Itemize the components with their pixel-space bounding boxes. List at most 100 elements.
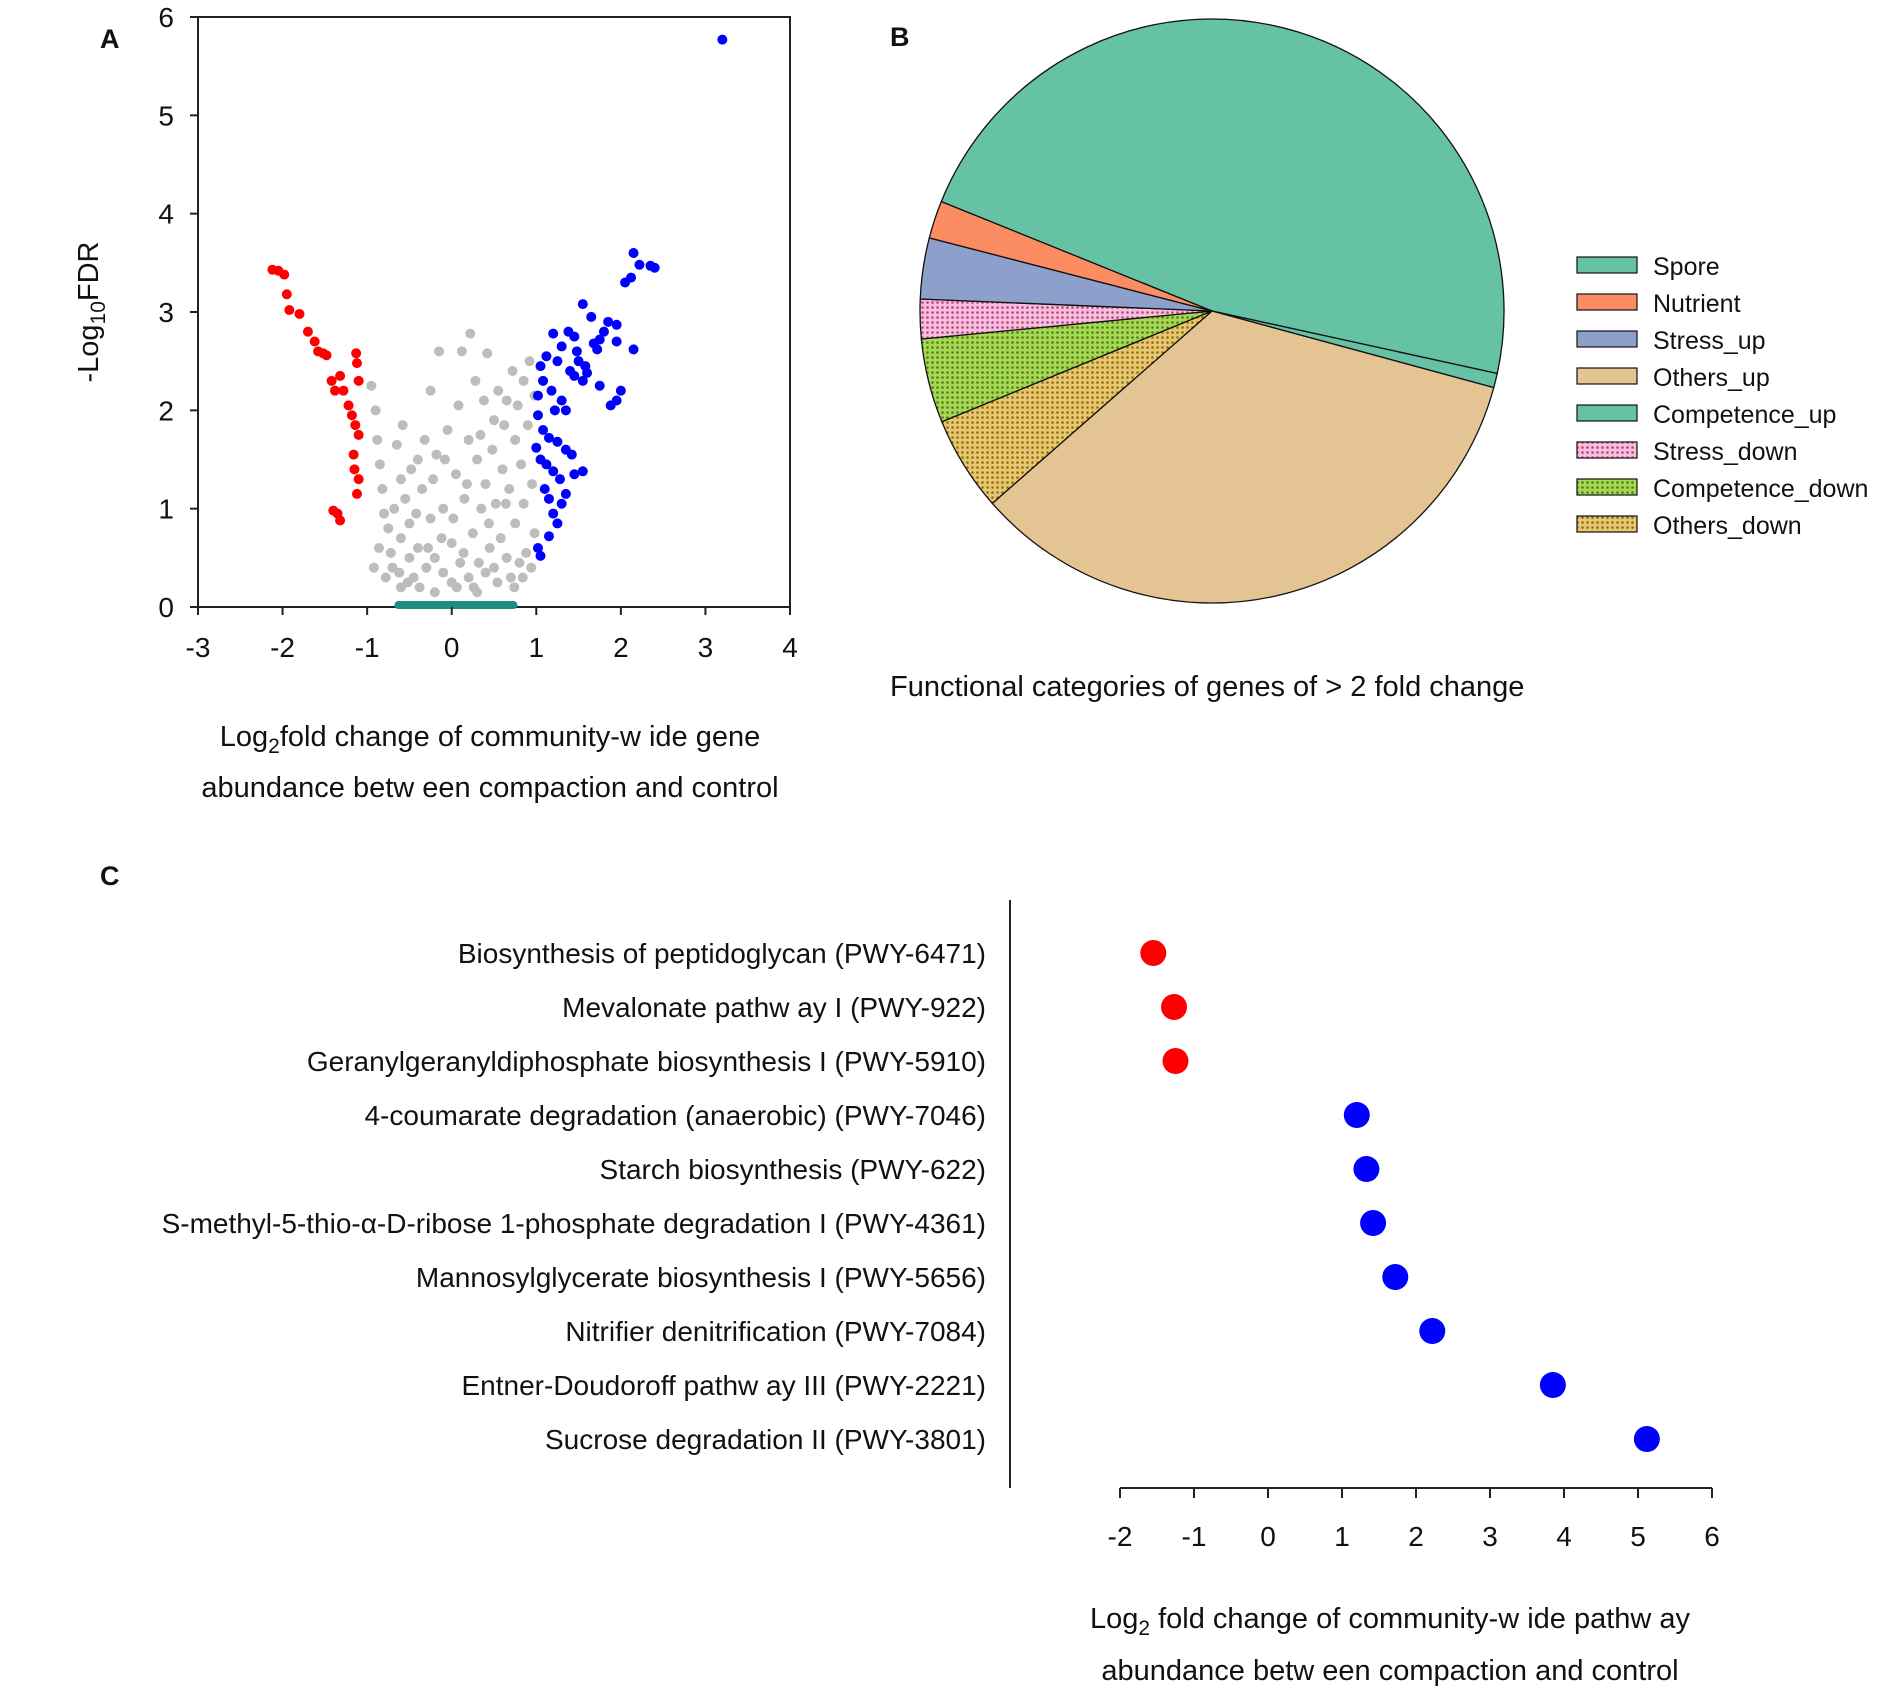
volcano-point-increased xyxy=(531,442,542,453)
volcano-point-increased xyxy=(649,262,660,273)
volcano-point-increased xyxy=(532,410,543,421)
volcano-point-not-significant xyxy=(414,582,425,593)
volcano-point-not-significant xyxy=(495,533,506,544)
volcano-point-not-significant xyxy=(456,346,467,357)
volcano-point-not-significant xyxy=(436,533,447,544)
legend-label-competence-up: Competence_up xyxy=(1653,401,1836,429)
volcano-point-decreased xyxy=(353,429,364,440)
volcano-point-increased xyxy=(571,346,582,357)
legend-label-others-down: Others_down xyxy=(1653,512,1802,540)
volcano-point-not-significant xyxy=(527,479,538,490)
volcano-point-not-significant xyxy=(482,348,493,359)
volcano-point-not-significant xyxy=(438,567,449,578)
volcano-point-not-significant xyxy=(514,557,525,568)
volcano-point-not-significant xyxy=(406,464,417,475)
volcano-point-not-significant xyxy=(500,498,511,509)
volcano-x-tick-label: 0 xyxy=(444,632,460,663)
volcano-point-increased xyxy=(548,466,559,477)
volcano-point-increased xyxy=(582,367,593,378)
volcano-point-not-significant xyxy=(439,454,450,465)
volcano-point-not-significant xyxy=(516,459,527,470)
volcano-point-not-significant xyxy=(395,533,406,544)
volcano-point-decreased xyxy=(309,336,320,347)
pathway-dot xyxy=(1353,1156,1380,1182)
volcano-point-not-significant xyxy=(394,567,405,578)
dot-plot-x-tick-label: 0 xyxy=(1260,1521,1276,1552)
volcano-point-increased xyxy=(538,375,549,386)
volcano-point-increased xyxy=(546,385,557,396)
pathway-dot xyxy=(1140,940,1167,966)
volcano-plot: -3 -2 -1 0 1 2 3 4 0 1 2 3 4 5 6 -Log10FDR Log2fold c… xyxy=(73,2,798,804)
volcano-point-not-significant xyxy=(395,474,406,485)
volcano-point-not-significant xyxy=(507,366,518,376)
volcano-point-decreased xyxy=(351,348,362,359)
volcano-point-not-significant xyxy=(404,552,415,563)
volcano-point-increased xyxy=(556,498,567,509)
volcano-point-increased xyxy=(569,469,580,480)
pathway-dot xyxy=(1539,1372,1566,1398)
volcano-point-decreased xyxy=(346,410,357,421)
volcano-point-not-significant xyxy=(497,464,508,475)
legend-swatch-spore xyxy=(1576,256,1638,274)
volcano-point-not-significant xyxy=(412,543,423,553)
volcano-point-increased xyxy=(543,531,554,542)
volcano-point-increased xyxy=(620,277,631,288)
volcano-point-not-significant xyxy=(505,572,516,583)
pathway-label: S-methyl-5-thio-α-D-ribose 1-phosphate d… xyxy=(162,1208,986,1239)
pie-chart-title: Functional categories of genes of > 2 fo… xyxy=(890,671,1524,703)
pathway-label: Entner-Doudoroff pathw ay III (PWY-2221) xyxy=(462,1370,987,1401)
volcano-point-not-significant xyxy=(374,459,385,470)
legend-label-competence-down: Competence_down xyxy=(1653,475,1868,503)
volcano-point-not-significant xyxy=(450,469,461,480)
volcano-point-not-significant xyxy=(455,557,466,568)
volcano-point-increased xyxy=(605,400,616,411)
volcano-point-not-significant xyxy=(521,547,532,558)
volcano-point-increased xyxy=(717,34,728,45)
panel-label-b: B xyxy=(890,22,910,52)
volcano-point-increased xyxy=(552,436,563,447)
dot-plot-x-tick-label: 3 xyxy=(1482,1521,1498,1552)
volcano-point-not-significant xyxy=(461,479,472,490)
volcano-point-not-significant xyxy=(366,380,377,391)
volcano-point-not-significant xyxy=(517,572,528,583)
volcano-x-tick-label: 3 xyxy=(698,632,714,663)
pathway-label: Mevalonate pathw ay I (PWY-922) xyxy=(562,992,986,1023)
volcano-y-ticks: 0 1 2 3 4 5 6 xyxy=(158,2,198,623)
legend-label-others-up: Others_up xyxy=(1653,364,1770,392)
legend-swatch-others-down xyxy=(1576,515,1638,533)
dot-plot-x-tick-label: -1 xyxy=(1182,1521,1207,1552)
volcano-point-not-significant xyxy=(428,474,439,485)
pathway-dot-plot: Biosynthesis of peptidoglycan (PWY-6471)… xyxy=(162,900,1720,1687)
volcano-point-increased xyxy=(611,319,622,330)
volcano-x-tick-label: -3 xyxy=(186,632,211,663)
volcano-point-not-significant xyxy=(385,547,396,558)
volcano-point-not-significant xyxy=(372,434,383,445)
volcano-point-increased xyxy=(543,493,554,504)
volcano-point-increased xyxy=(535,550,546,561)
volcano-point-increased xyxy=(541,459,552,470)
volcano-point-not-significant xyxy=(368,562,379,573)
volcano-point-increased xyxy=(594,380,605,391)
volcano-point-not-significant xyxy=(524,356,535,367)
volcano-point-not-significant xyxy=(467,528,478,539)
volcano-point-increased xyxy=(586,311,597,322)
volcano-point-increased xyxy=(560,488,571,499)
volcano-point-not-significant xyxy=(380,572,391,583)
legend-label-spore: Spore xyxy=(1653,253,1720,281)
dot-plot-x-tick-label: 1 xyxy=(1334,1521,1350,1552)
volcano-point-increased xyxy=(634,259,645,270)
volcano-point-decreased xyxy=(294,308,305,319)
volcano-point-not-significant xyxy=(412,454,423,465)
volcano-x-tick-label: -2 xyxy=(270,632,295,663)
volcano-point-not-significant xyxy=(478,395,489,406)
volcano-point-increased xyxy=(532,543,543,553)
volcano-point-increased xyxy=(603,316,614,327)
pathway-label: Starch biosynthesis (PWY-622) xyxy=(600,1154,986,1185)
volcano-point-increased xyxy=(548,508,559,519)
volcano-point-increased xyxy=(548,328,559,339)
volcano-point-increased xyxy=(628,344,639,355)
volcano-point-not-significant xyxy=(431,449,442,460)
pathway-label: Geranylgeranyldiphosphate biosynthesis I… xyxy=(307,1046,986,1077)
volcano-point-increased xyxy=(541,351,552,362)
volcano-point-not-significant xyxy=(512,400,523,411)
